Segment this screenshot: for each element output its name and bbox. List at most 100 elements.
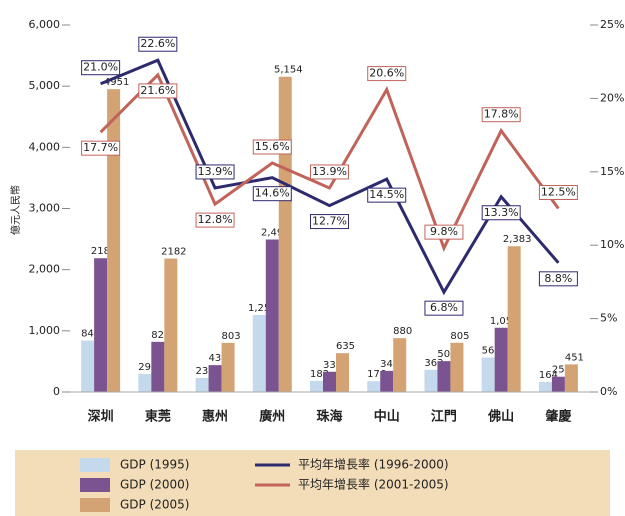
bar (195, 377, 209, 392)
bar (367, 381, 381, 392)
label-box (195, 164, 235, 180)
x-tick-label: 惠州 (202, 409, 228, 425)
bar (138, 373, 152, 392)
x-tick-label: 廣州 (259, 409, 285, 425)
bar (437, 361, 451, 392)
line-label: 12.5% (541, 186, 576, 199)
legend-swatch (80, 458, 110, 472)
y-tick-label: 4,000 (29, 140, 61, 153)
label-box (310, 214, 349, 230)
x-tick-label: 中山 (374, 409, 400, 425)
bar-label: 820 (151, 330, 170, 341)
bar (424, 369, 438, 392)
bar (208, 365, 222, 392)
bar-label: 505 (437, 349, 456, 360)
bar-label: 5,154 (274, 65, 303, 76)
legend-label: GDP (1995) (120, 458, 190, 472)
label-box (81, 60, 121, 76)
label-box (367, 187, 407, 203)
bar (481, 357, 495, 392)
bar (107, 89, 121, 393)
line-label: 17.8% (484, 108, 519, 121)
line-label: 12.7% (312, 215, 347, 228)
bar (323, 371, 336, 392)
bar-label: 363 (424, 358, 443, 369)
bar-label: 805 (450, 331, 469, 342)
label-box (310, 164, 349, 180)
bar (380, 370, 394, 392)
label-box (481, 205, 521, 221)
bar-label: 803 (222, 331, 241, 342)
label-box (138, 36, 178, 52)
line-label: 13.9% (198, 165, 233, 178)
label-box (195, 212, 235, 228)
bar-label: 2,383 (503, 234, 532, 245)
bar (81, 340, 95, 392)
bar (265, 239, 279, 392)
bar (94, 258, 108, 392)
label-box (424, 224, 464, 240)
line-label: 17.7% (83, 141, 118, 154)
label-box (252, 186, 292, 202)
y-axis-label: 億元人民幣 (9, 185, 22, 235)
bar (164, 258, 178, 392)
y-tick-label: 0 (53, 385, 60, 398)
label-box (481, 107, 521, 123)
bar (551, 376, 565, 392)
bar (538, 381, 552, 392)
y-tick-label: 1,000 (29, 324, 61, 337)
line-label: 15.6% (255, 140, 290, 153)
bar (564, 364, 578, 392)
bar-label: 345 (380, 359, 399, 370)
bar-label: 1,259 (248, 303, 277, 314)
label-box (424, 300, 464, 316)
bar (278, 76, 292, 392)
y2-tick-label: 15% (600, 165, 624, 178)
label-box (538, 185, 578, 200)
y2-tick-label: 25% (600, 18, 624, 31)
bar-label: 4951 (104, 77, 129, 88)
bar-label: 164 (539, 370, 558, 381)
legend-box (15, 450, 610, 516)
legend-swatch (80, 478, 110, 492)
y2-tick-label: 10% (600, 238, 624, 251)
line-label: 8.8% (544, 272, 572, 285)
bar-label: 296 (138, 362, 157, 373)
bar-label: 2187 (91, 246, 116, 257)
line-label: 21.0% (83, 61, 118, 74)
bar (310, 380, 323, 392)
legend-label: GDP (2005) (120, 498, 190, 512)
x-tick-label: 江門 (431, 409, 457, 425)
line-label: 13.3% (484, 206, 519, 219)
label-box (367, 66, 407, 82)
bar-label: 230 (196, 366, 215, 377)
label-box (538, 271, 578, 287)
line (100, 58, 560, 296)
x-tick-label: 珠海 (316, 409, 342, 425)
y-tick-label: 5,000 (29, 79, 61, 92)
bar-label: 451 (565, 352, 584, 363)
bar-label: 2182 (161, 247, 186, 258)
y-tick-label: 6,000 (29, 18, 61, 31)
bar (393, 338, 407, 392)
legend-label: 平均年增長率 (1996-2000) (298, 457, 449, 472)
line-label: 14.6% (255, 187, 290, 200)
bar (507, 246, 521, 392)
y2-tick-label: 0% (600, 385, 617, 398)
bar (450, 342, 464, 392)
legend-swatch (80, 498, 110, 512)
label-box (252, 139, 292, 155)
x-tick-label: 東莞 (145, 409, 171, 425)
bar-label: 842 (81, 328, 100, 339)
line-label: 12.8% (198, 213, 233, 226)
line (99, 72, 560, 252)
label-box (81, 140, 121, 156)
bar-label: 183 (310, 369, 329, 380)
y-tick-label: 3,000 (29, 202, 61, 215)
y-tick-label: 2,000 (29, 263, 61, 276)
line-label: 21.6% (140, 84, 175, 97)
y2-tick-label: 20% (600, 91, 624, 104)
bar-label: 250 (552, 365, 571, 376)
line-label: 14.5% (369, 188, 404, 201)
bar (494, 327, 508, 392)
